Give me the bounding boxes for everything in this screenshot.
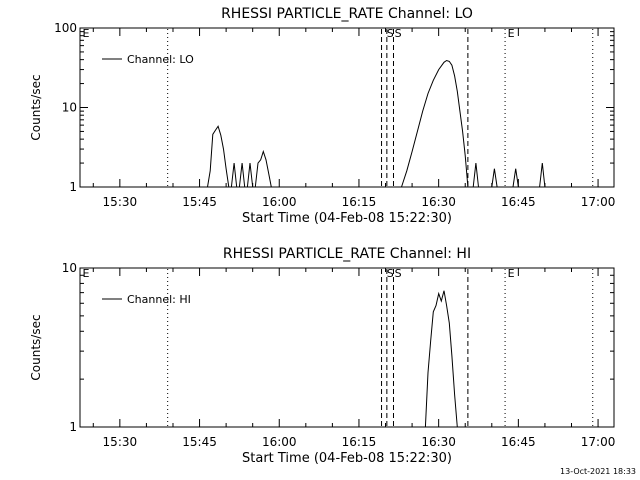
series-line <box>539 163 546 188</box>
annotation-label: E <box>83 27 90 40</box>
chart-hi: RHESSI PARTICLE_RATE Channel: HI 15:30 15:… <box>29 246 615 466</box>
series-line <box>238 163 246 188</box>
x-tick-label: 15:45 <box>182 435 217 449</box>
chart-title: RHESSI PARTICLE_RATE Channel: LO <box>221 6 473 22</box>
y-tick-label: 100 <box>54 21 77 35</box>
y-axis-label: Counts/sec <box>29 74 43 140</box>
series-line <box>512 168 519 188</box>
x-tick-label: 16:00 <box>262 435 297 449</box>
x-tick-label: 16:30 <box>421 435 456 449</box>
y-tick-label: 1 <box>69 180 77 194</box>
y-axis-label: Counts/sec <box>29 314 43 380</box>
annotation-label: S <box>387 27 394 40</box>
x-tick-label: 16:15 <box>342 195 377 209</box>
series-line <box>491 168 498 188</box>
x-tick-label: 17:00 <box>581 435 616 449</box>
series-line <box>424 290 458 428</box>
legend-label: Channel: HI <box>127 293 191 306</box>
chart-title: RHESSI PARTICLE_RATE Channel: HI <box>223 246 471 262</box>
x-tick-label: 17:00 <box>581 195 616 209</box>
series-line <box>472 163 479 188</box>
series-line <box>246 163 254 188</box>
annotation-label: S <box>395 267 402 280</box>
x-tick-label: 16:45 <box>501 435 536 449</box>
chart-lo: RHESSI PARTICLE_RATE Channel: LO 15:30 15:… <box>29 6 615 226</box>
y-tick-label: 1 <box>69 420 77 434</box>
legend-label: Channel: LO <box>127 53 194 66</box>
y-tick-label: 10 <box>62 261 77 275</box>
x-tick-label: 16:00 <box>262 195 297 209</box>
annotation-label: E <box>508 267 515 280</box>
y-tick-label: 10 <box>62 101 77 115</box>
plot-frame <box>79 267 615 428</box>
annotation-label: E <box>508 27 515 40</box>
annotation-label: S <box>395 27 402 40</box>
x-tick-label: 15:30 <box>103 195 138 209</box>
x-axis-label: Start Time (04-Feb-08 15:22:30) <box>242 211 452 226</box>
x-tick-label: 16:15 <box>342 435 377 449</box>
footer-timestamp: 13-Oct-2021 18:33 <box>560 467 636 476</box>
plot-frame <box>79 27 615 188</box>
x-tick-label: 16:30 <box>421 195 456 209</box>
series-line <box>230 163 238 188</box>
x-tick-label: 15:45 <box>182 195 217 209</box>
x-tick-label: 16:45 <box>501 195 536 209</box>
x-axis-label: Start Time (04-Feb-08 15:22:30) <box>242 451 452 466</box>
series-line <box>254 149 272 188</box>
series-line <box>207 125 230 188</box>
x-tick-label: 15:30 <box>103 435 138 449</box>
annotation-label: E <box>83 267 90 280</box>
series-line <box>401 59 469 188</box>
annotation-label: S <box>387 267 394 280</box>
